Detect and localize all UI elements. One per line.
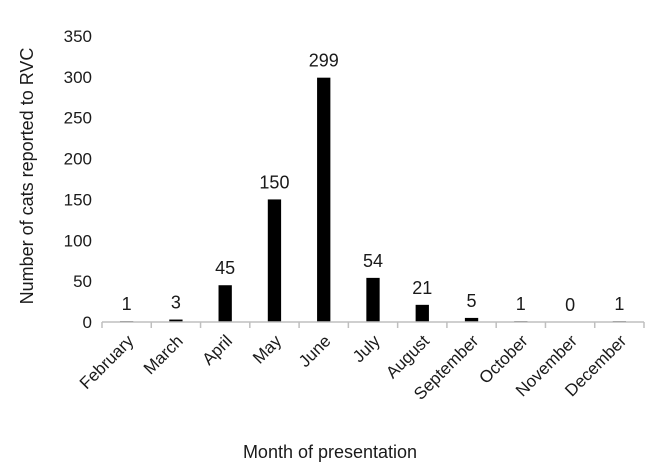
x-tick-label: May [249, 331, 285, 367]
y-tick-label: 100 [64, 231, 92, 250]
y-tick-label: 300 [64, 68, 92, 87]
data-label: 3 [171, 293, 181, 313]
bar [415, 304, 429, 322]
bar [169, 319, 183, 322]
bars [119, 77, 627, 322]
x-axis-ticks [101, 322, 645, 328]
data-label: 299 [309, 51, 339, 71]
data-label: 150 [259, 172, 289, 192]
x-axis-tick-labels: February March April May June JulyAugustSepte… [76, 331, 631, 404]
x-tick-label: June [295, 331, 335, 371]
data-label: 45 [215, 258, 235, 278]
bar [218, 285, 232, 322]
data-label: 21 [412, 278, 432, 298]
data-labels: 1 3 45 150 299 54 21 5 1 0 1 [122, 51, 625, 315]
data-label: 54 [363, 251, 383, 271]
bar [267, 199, 282, 322]
data-label: 1 [516, 294, 526, 314]
y-tick-label: 350 [64, 27, 92, 46]
data-label: 0 [565, 295, 575, 315]
x-tick-label: February [76, 331, 138, 393]
bar [317, 77, 331, 322]
data-label: 1 [614, 294, 624, 314]
x-tick-label: March [140, 331, 187, 378]
y-tick-label: 50 [73, 272, 92, 291]
y-tick-label: 200 [64, 150, 92, 169]
y-tick-label: 0 [83, 313, 92, 332]
y-axis-ticks: 0 50 100 150 200 250 300 350 [64, 27, 92, 332]
data-label: 1 [122, 294, 132, 314]
x-tick-label: April [199, 331, 236, 368]
y-tick-label: 250 [64, 109, 92, 128]
data-label: 5 [467, 291, 477, 311]
y-axis-title: Number of cats reported to RVC [17, 48, 37, 305]
bar [366, 277, 380, 322]
x-tick-label: July [349, 331, 384, 366]
y-tick-label: 150 [64, 190, 92, 209]
x-axis-title: Month of presentation [243, 442, 417, 462]
bar [464, 317, 479, 322]
